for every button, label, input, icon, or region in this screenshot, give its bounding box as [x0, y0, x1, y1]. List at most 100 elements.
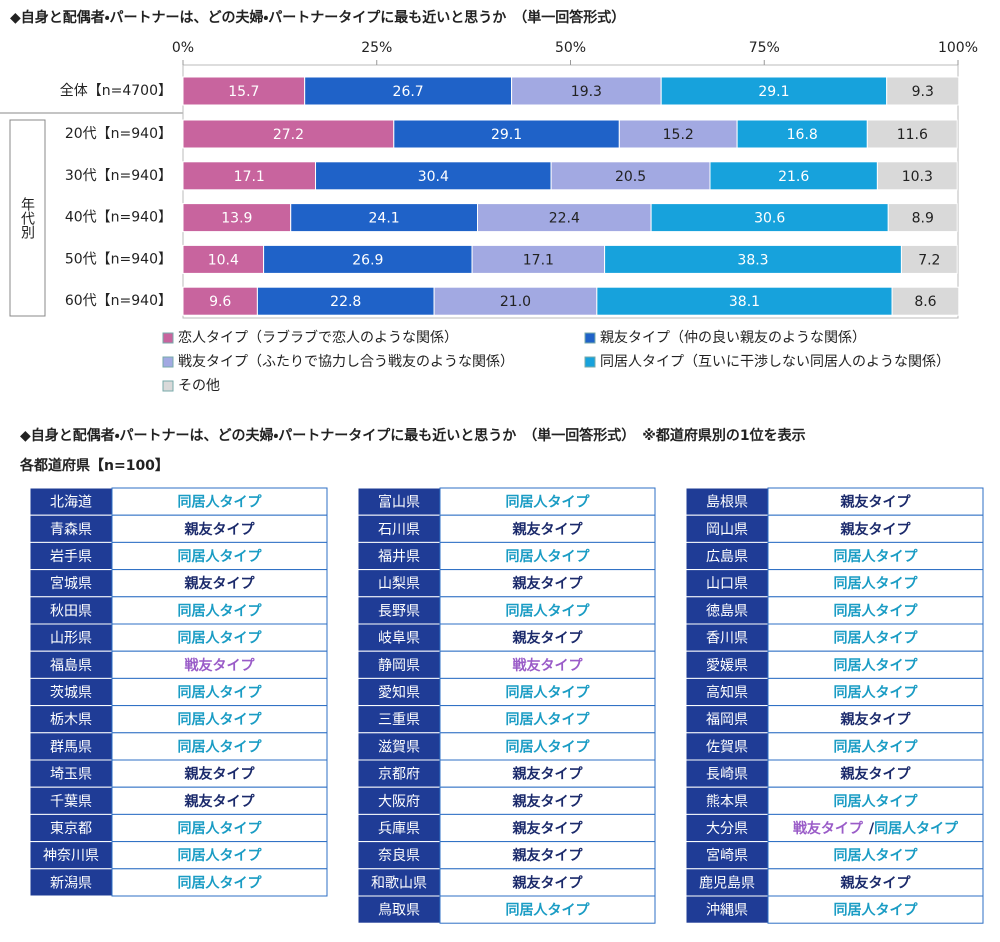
prefecture: 奈良県 — [378, 848, 420, 864]
legend-label: 戦友タイプ（ふたりで協力し合う戦友のような関係） — [178, 354, 514, 370]
prefecture: 宮崎県 — [706, 848, 748, 864]
type-text: 同居人タイプ — [178, 848, 263, 864]
bar-segment — [866, 119, 958, 149]
type-text: 同居人タイプ — [506, 685, 591, 701]
prefecture: 島根県 — [706, 495, 748, 511]
type-value: 同居人タイプ — [834, 603, 919, 619]
type-value: 同居人タイプ — [506, 712, 591, 728]
category-label: 60代【n=940】 — [65, 293, 172, 309]
type-cell — [111, 677, 328, 707]
prefecture: 大阪府 — [378, 794, 420, 810]
prefecture: 宮城県 — [50, 576, 92, 592]
prefecture: 群馬県 — [50, 739, 92, 755]
prefecture: 新潟県 — [50, 875, 92, 891]
prefecture-cell — [685, 541, 769, 571]
type-cell — [111, 650, 328, 679]
prefecture-cell — [357, 813, 441, 843]
type-value: 同居人タイプ — [178, 875, 263, 891]
legend-label: 同居人タイプ（互いに干渉しない同居人のような関係） — [600, 354, 950, 370]
category-label: 全体【n=4700】 — [60, 83, 172, 99]
prefecture: 長野県 — [378, 603, 420, 619]
type-cell — [767, 786, 984, 815]
type-value: 同居人タイプ — [178, 712, 263, 728]
data-label: 26.9 — [352, 252, 383, 268]
table-subtitle: 各都道府県【n=100】 — [19, 457, 169, 474]
type-cell — [767, 514, 984, 543]
type-cell — [111, 732, 328, 761]
bar-segment — [471, 244, 606, 274]
prefecture: 広島県 — [706, 549, 748, 565]
type-text: 親友タイプ — [184, 766, 256, 783]
type-text: 同居人タイプ — [834, 903, 919, 919]
type-value: 親友タイプ — [512, 575, 584, 592]
type-text: 同居人タイプ — [178, 739, 263, 755]
prefecture: 山口県 — [706, 576, 748, 592]
type-cell — [439, 596, 656, 625]
category-label: 50代【n=940】 — [65, 251, 172, 267]
type-value: 親友タイプ — [184, 793, 256, 810]
data-label: 20.5 — [615, 169, 646, 185]
group-box — [9, 119, 46, 317]
type-text: 戦友タイプ /同居人タイプ — [793, 820, 959, 837]
type-cell — [767, 541, 984, 571]
x-tick-label: 50% — [555, 40, 586, 56]
legend-swatch — [162, 332, 174, 344]
type-cell — [111, 705, 328, 734]
prefecture-cell — [357, 650, 441, 679]
prefecture: 長崎県 — [706, 767, 748, 783]
prefecture-cell — [685, 759, 769, 788]
type-value: 同居人タイプ — [834, 631, 919, 647]
legend-swatch — [584, 332, 596, 344]
bar-segment — [182, 76, 306, 106]
x-tick-label: 100% — [938, 40, 978, 56]
data-label: 15.2 — [663, 127, 694, 143]
data-label: 26.7 — [393, 84, 424, 100]
type-value: 戦友タイプ — [793, 820, 864, 837]
prefecture: 北海道 — [50, 495, 92, 511]
legend-label: 恋人タイプ（ラブラブで恋人のような関係） — [178, 329, 458, 346]
prefecture: 滋賀県 — [378, 739, 420, 755]
prefecture-cell — [685, 813, 769, 843]
type-text: 親友タイプ — [840, 874, 912, 891]
type-cell — [439, 541, 656, 571]
type-value: 同居人タイプ — [834, 848, 919, 864]
bar-segment — [315, 161, 552, 191]
prefecture: 三重県 — [378, 712, 420, 728]
prefecture-cell — [29, 650, 113, 679]
prefecture: 徳島県 — [706, 603, 748, 619]
type-value: 同居人タイプ — [506, 549, 591, 565]
type-value: 親友タイプ — [512, 521, 584, 538]
type-cell — [439, 623, 656, 652]
type-value: 同居人タイプ — [834, 658, 919, 674]
prefecture-cell — [357, 759, 441, 788]
type-value: 親友タイプ — [512, 820, 584, 837]
data-label: 17.1 — [234, 169, 265, 185]
bar-segment — [511, 76, 662, 106]
prefecture: 静岡県 — [378, 658, 420, 674]
type-cell — [767, 623, 984, 652]
prefecture-cell — [685, 596, 769, 625]
prefecture-cell — [29, 705, 113, 734]
type-cell — [439, 514, 656, 543]
type-value: 同居人タイプ — [834, 903, 919, 919]
data-label: 22.4 — [549, 211, 580, 227]
type-cell — [111, 786, 328, 815]
bar-segment — [477, 203, 652, 233]
bar-segment — [256, 286, 435, 316]
data-label: 29.1 — [491, 127, 522, 143]
type-text: 親友タイプ — [512, 820, 584, 837]
x-tick-label: 75% — [749, 40, 780, 56]
type-text: 同居人タイプ — [506, 739, 591, 755]
bar-segment — [182, 203, 292, 233]
category-label: 30代【n=940】 — [65, 168, 172, 184]
prefecture: 山形県 — [50, 631, 92, 647]
type-cell — [439, 841, 656, 870]
prefecture: 神奈川県 — [43, 848, 99, 864]
type-value: 親友タイプ — [840, 711, 912, 728]
prefecture: 東京都 — [50, 821, 92, 837]
type-text: 親友タイプ — [184, 575, 256, 592]
prefecture: 香川県 — [706, 631, 748, 647]
type-cell — [767, 677, 984, 707]
type-text: 親友タイプ — [512, 793, 584, 810]
data-label: 19.3 — [571, 84, 602, 100]
